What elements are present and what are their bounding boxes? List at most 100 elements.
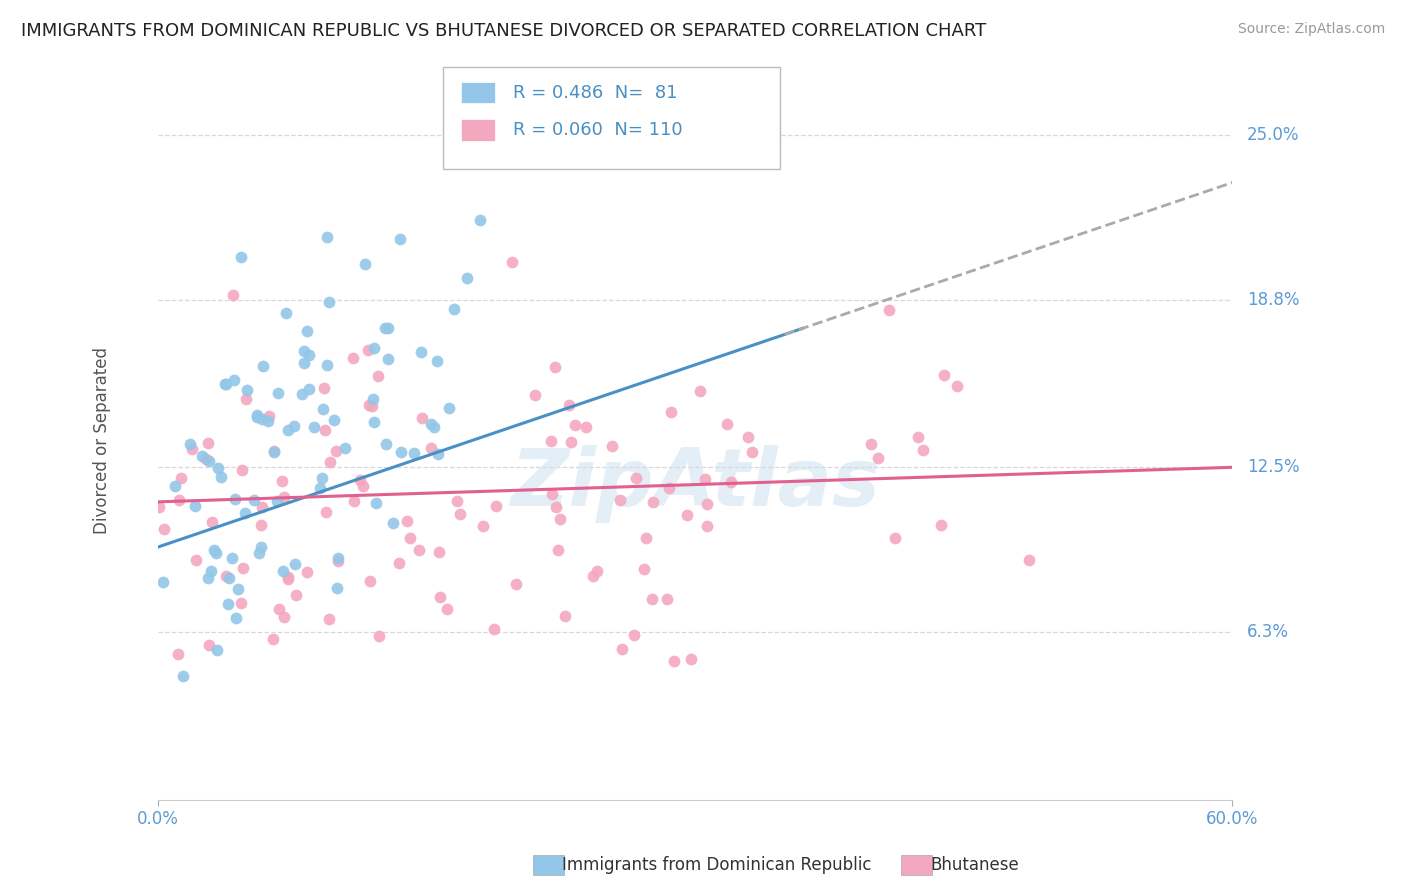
Point xyxy=(484,499,506,513)
Point xyxy=(194,451,217,466)
Point xyxy=(315,358,337,372)
Point xyxy=(229,596,252,610)
Point xyxy=(153,522,176,536)
Point xyxy=(184,552,207,566)
Point xyxy=(232,561,254,575)
Point xyxy=(643,495,665,509)
Point xyxy=(375,436,398,450)
Point xyxy=(229,250,252,264)
Point xyxy=(377,352,399,367)
Point xyxy=(582,569,605,583)
Point xyxy=(626,471,648,485)
Point xyxy=(912,443,935,458)
Text: R = 0.486  N=  81: R = 0.486 N= 81 xyxy=(513,84,678,102)
Point xyxy=(377,320,399,334)
Point xyxy=(426,354,449,368)
Point xyxy=(623,628,645,642)
Point xyxy=(262,632,284,646)
Point xyxy=(311,471,333,485)
Point xyxy=(679,651,702,665)
Text: Divorced or Separated: Divorced or Separated xyxy=(93,347,111,534)
Point xyxy=(349,473,371,487)
Point xyxy=(610,641,633,656)
Text: R = 0.060  N= 110: R = 0.060 N= 110 xyxy=(513,121,683,139)
Point xyxy=(547,542,569,557)
Point xyxy=(236,383,259,397)
Point xyxy=(675,508,697,523)
Point xyxy=(420,441,443,455)
Point xyxy=(411,411,433,425)
Point xyxy=(205,642,228,657)
Point xyxy=(277,569,299,583)
Point xyxy=(266,494,288,508)
Point xyxy=(333,441,356,455)
Point xyxy=(367,629,389,643)
Point xyxy=(471,519,494,533)
Point xyxy=(501,255,523,269)
Point xyxy=(558,398,581,412)
Point xyxy=(218,571,240,585)
Point xyxy=(285,588,308,602)
Point xyxy=(315,505,337,519)
Point xyxy=(586,564,609,578)
Point xyxy=(357,398,380,412)
Point xyxy=(322,413,344,427)
Point xyxy=(575,420,598,434)
Point xyxy=(859,436,882,450)
Text: 12.5%: 12.5% xyxy=(1247,458,1299,476)
Point xyxy=(633,562,655,576)
Point xyxy=(354,257,377,271)
Point xyxy=(198,454,221,468)
Point xyxy=(737,430,759,444)
Point xyxy=(277,572,299,586)
Point xyxy=(426,447,449,461)
Point xyxy=(209,470,232,484)
Point xyxy=(634,532,657,546)
Point xyxy=(363,341,385,355)
Point xyxy=(326,551,349,566)
Point xyxy=(741,444,763,458)
Point xyxy=(436,601,458,615)
Point xyxy=(179,437,201,451)
Point xyxy=(169,471,191,485)
Point xyxy=(367,369,389,384)
Point xyxy=(389,232,412,246)
Point xyxy=(446,494,468,508)
Point xyxy=(315,230,337,244)
Point xyxy=(658,482,681,496)
Point xyxy=(564,418,586,433)
Point xyxy=(560,434,582,449)
Point xyxy=(411,344,433,359)
Point xyxy=(395,514,418,528)
Point xyxy=(363,415,385,429)
Point xyxy=(222,373,245,387)
Point xyxy=(198,638,221,652)
Point xyxy=(201,515,224,529)
Point xyxy=(456,270,478,285)
Point xyxy=(163,479,186,493)
Point xyxy=(600,439,623,453)
Point xyxy=(326,582,349,596)
Point xyxy=(946,378,969,392)
Point xyxy=(271,564,294,578)
Point xyxy=(312,401,335,416)
Point xyxy=(423,419,446,434)
Point xyxy=(482,622,505,636)
Point xyxy=(197,571,219,585)
Point xyxy=(540,434,562,448)
Point xyxy=(374,321,396,335)
Point xyxy=(408,543,430,558)
Point xyxy=(247,546,270,560)
Point xyxy=(342,351,364,365)
Point xyxy=(267,386,290,401)
Text: 6.3%: 6.3% xyxy=(1247,624,1289,641)
Point xyxy=(152,575,174,590)
Point xyxy=(468,212,491,227)
Point xyxy=(929,518,952,533)
Point xyxy=(217,598,239,612)
Point xyxy=(215,569,238,583)
Point xyxy=(689,384,711,398)
Point xyxy=(191,449,214,463)
Point xyxy=(273,610,295,624)
Point xyxy=(233,506,256,520)
